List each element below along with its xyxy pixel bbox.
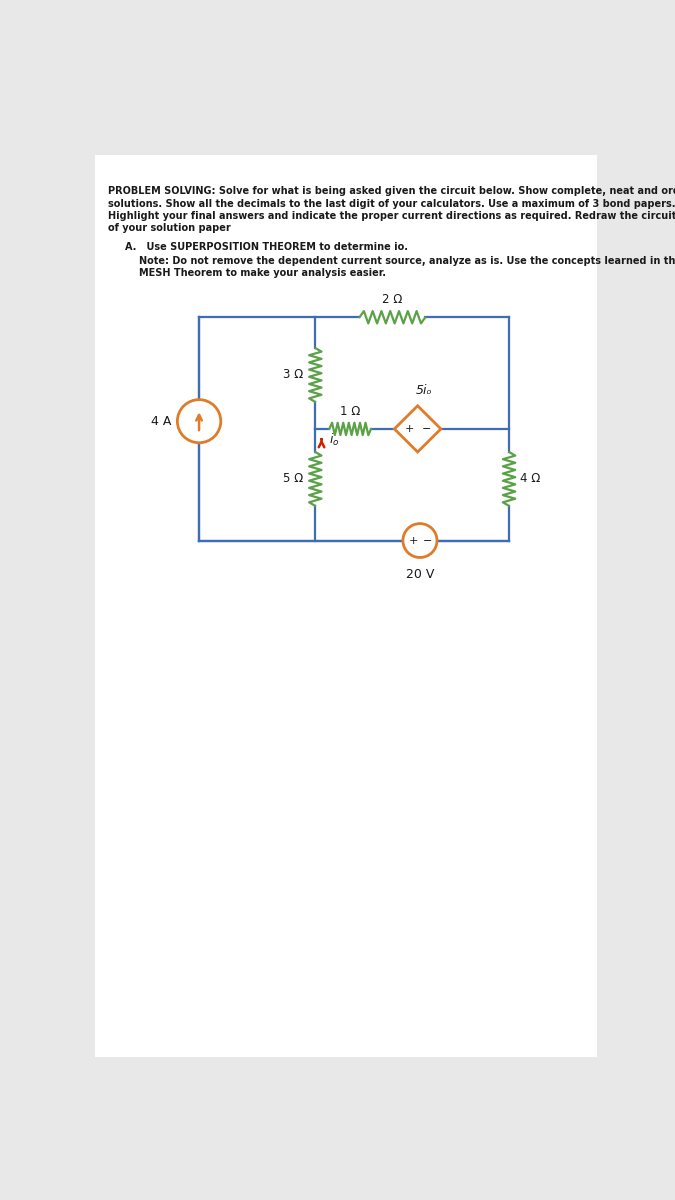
Text: Note: Do not remove the dependent current source, analyze as is. Use the concept: Note: Do not remove the dependent curren… (138, 256, 675, 265)
Text: MESH Theorem to make your analysis easier.: MESH Theorem to make your analysis easie… (138, 268, 385, 278)
Text: Highlight your final answers and indicate the proper current directions as requi: Highlight your final answers and indicat… (107, 211, 675, 221)
Text: −: − (423, 535, 433, 546)
Text: 4 A: 4 A (151, 415, 171, 427)
Text: 5 Ω: 5 Ω (283, 473, 303, 486)
Text: solutions. Show all the decimals to the last digit of your calculators. Use a ma: solutions. Show all the decimals to the … (107, 199, 675, 209)
Text: 2 Ω: 2 Ω (382, 294, 402, 306)
Text: $i_o$: $i_o$ (329, 432, 340, 449)
Text: PROBLEM SOLVING: Solve for what is being asked given the circuit below. Show com: PROBLEM SOLVING: Solve for what is being… (107, 186, 675, 197)
Text: of your solution paper: of your solution paper (107, 223, 230, 233)
Text: A.   Use SUPERPOSITION THEOREM to determine io.: A. Use SUPERPOSITION THEOREM to determin… (125, 241, 408, 252)
Text: 20 V: 20 V (406, 568, 434, 581)
Text: 1 Ω: 1 Ω (340, 406, 360, 418)
Polygon shape (394, 406, 441, 452)
Circle shape (403, 523, 437, 558)
Text: 4 Ω: 4 Ω (520, 473, 540, 486)
Text: 3 Ω: 3 Ω (283, 368, 303, 382)
Text: 5iₒ: 5iₒ (416, 384, 432, 396)
Text: +: + (405, 424, 414, 434)
Circle shape (178, 400, 221, 443)
Text: +: + (409, 535, 418, 546)
Text: −: − (423, 424, 431, 434)
